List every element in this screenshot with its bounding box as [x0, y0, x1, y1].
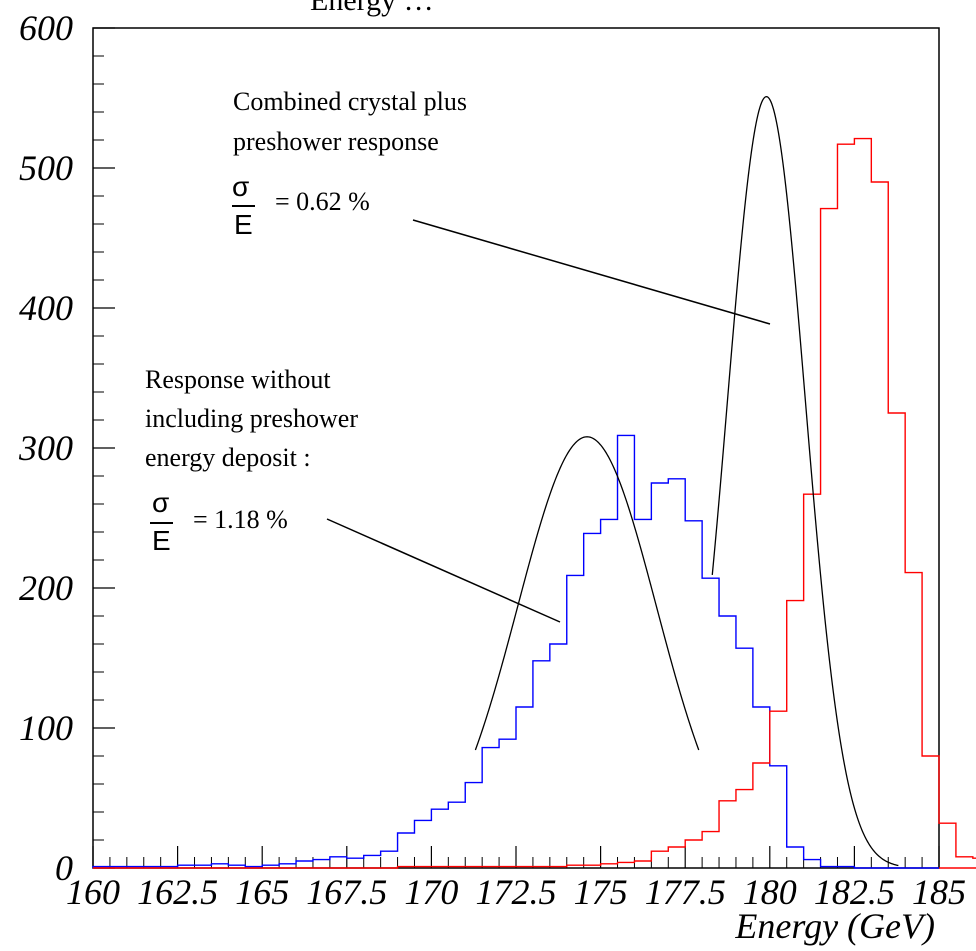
annotation-without-line-3: energy deposit :	[145, 443, 311, 472]
histogram-series-0	[92, 434, 939, 869]
annotation-without-line-1: Response without	[145, 365, 331, 394]
y-tick-label: 200	[19, 568, 73, 608]
annotation-combined-pointer	[412, 219, 771, 325]
x-axis-title: Energy (GeV)	[734, 906, 935, 946]
annotation-combined-energy-symbol: E	[234, 209, 253, 240]
y-tick-label: 400	[19, 288, 73, 328]
y-tick-label: 300	[18, 428, 73, 468]
series-layer	[92, 95, 976, 869]
x-tick-label: 175	[574, 872, 628, 912]
chart-title: Energy …	[310, 0, 434, 17]
gaussian-fit-2	[474, 436, 700, 751]
annotation-without-value: = 1.18 %	[193, 505, 288, 534]
x-tick-label: 182.5	[814, 872, 895, 912]
x-tick-label: 172.5	[476, 872, 557, 912]
x-tick-label: 185	[912, 872, 966, 912]
annotation-combined-sigma: σ	[232, 171, 249, 202]
x-tick-label: 180	[743, 872, 797, 912]
histogram-series-1	[93, 137, 976, 869]
y-tick-label: 0	[55, 848, 73, 888]
x-tick-label: 162.5	[137, 872, 218, 912]
x-tick-label: 160	[66, 872, 120, 912]
gaussian-fit-3	[711, 95, 899, 867]
annotation-combined-value: = 0.62 %	[275, 187, 370, 216]
annotation-combined: Combined crystal plus preshower response…	[232, 87, 771, 325]
annotation-combined-line-1: Combined crystal plus	[233, 87, 467, 116]
x-tick-label: 165	[235, 872, 289, 912]
x-tick-label: 177.5	[645, 872, 726, 912]
annotation-without-line-2: including preshower	[145, 404, 358, 433]
annotation-combined-line-2: preshower response	[233, 127, 439, 156]
x-tick-label: 167.5	[306, 872, 387, 912]
x-axis-ticks: 160 162.5 165 167.5 170 172.5 175 177.5 180 182.5…	[66, 846, 966, 912]
annotation-without-energy-symbol: E	[152, 525, 171, 556]
annotation-without-sigma: σ	[152, 487, 169, 518]
annotation-without-preshower: Response without including preshower ene…	[145, 365, 561, 623]
y-tick-label: 500	[19, 148, 73, 188]
y-tick-label: 600	[19, 8, 73, 48]
y-axis-ticks: 0 100 200 300 400 500 600	[18, 8, 115, 888]
x-tick-label: 170	[404, 872, 458, 912]
y-tick-label: 100	[19, 708, 73, 748]
annotation-without-pointer	[326, 518, 561, 623]
